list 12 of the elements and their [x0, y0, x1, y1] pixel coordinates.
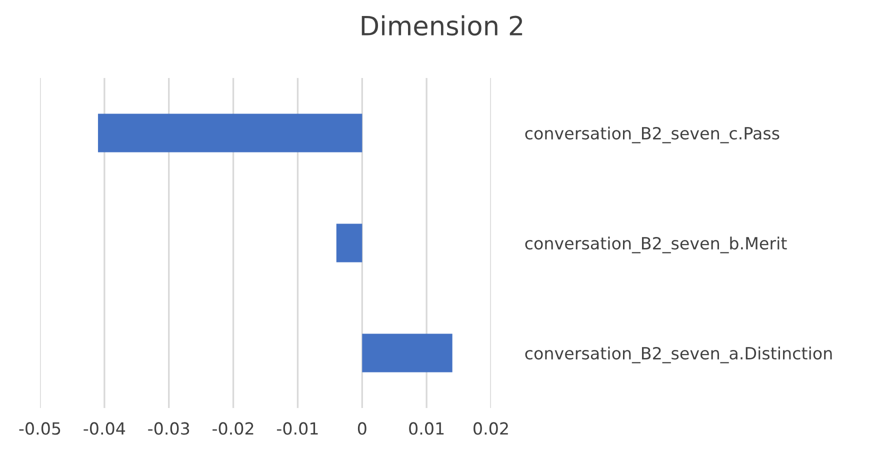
x-tick-label: 0	[358, 422, 366, 435]
chart-title: Dimension 2	[362, 15, 522, 36]
x-tick-label: 0.01	[409, 422, 444, 435]
x-tick-label: -0.01	[276, 422, 318, 435]
x-tick-label: -0.05	[19, 422, 60, 435]
x-tick-label: -0.02	[212, 422, 254, 435]
x-tick-label: 0.02	[474, 422, 508, 435]
y-tick-label: conversation_B2_seven_c.Pass	[525, 126, 780, 144]
y-tick-label: conversation_B2_seven_b.Merit	[525, 236, 787, 254]
y-tick-label: conversation_B2_seven_a.Distinction	[525, 346, 832, 364]
x-tick-label: -0.04	[84, 422, 126, 435]
x-tick-label: -0.03	[148, 422, 190, 435]
